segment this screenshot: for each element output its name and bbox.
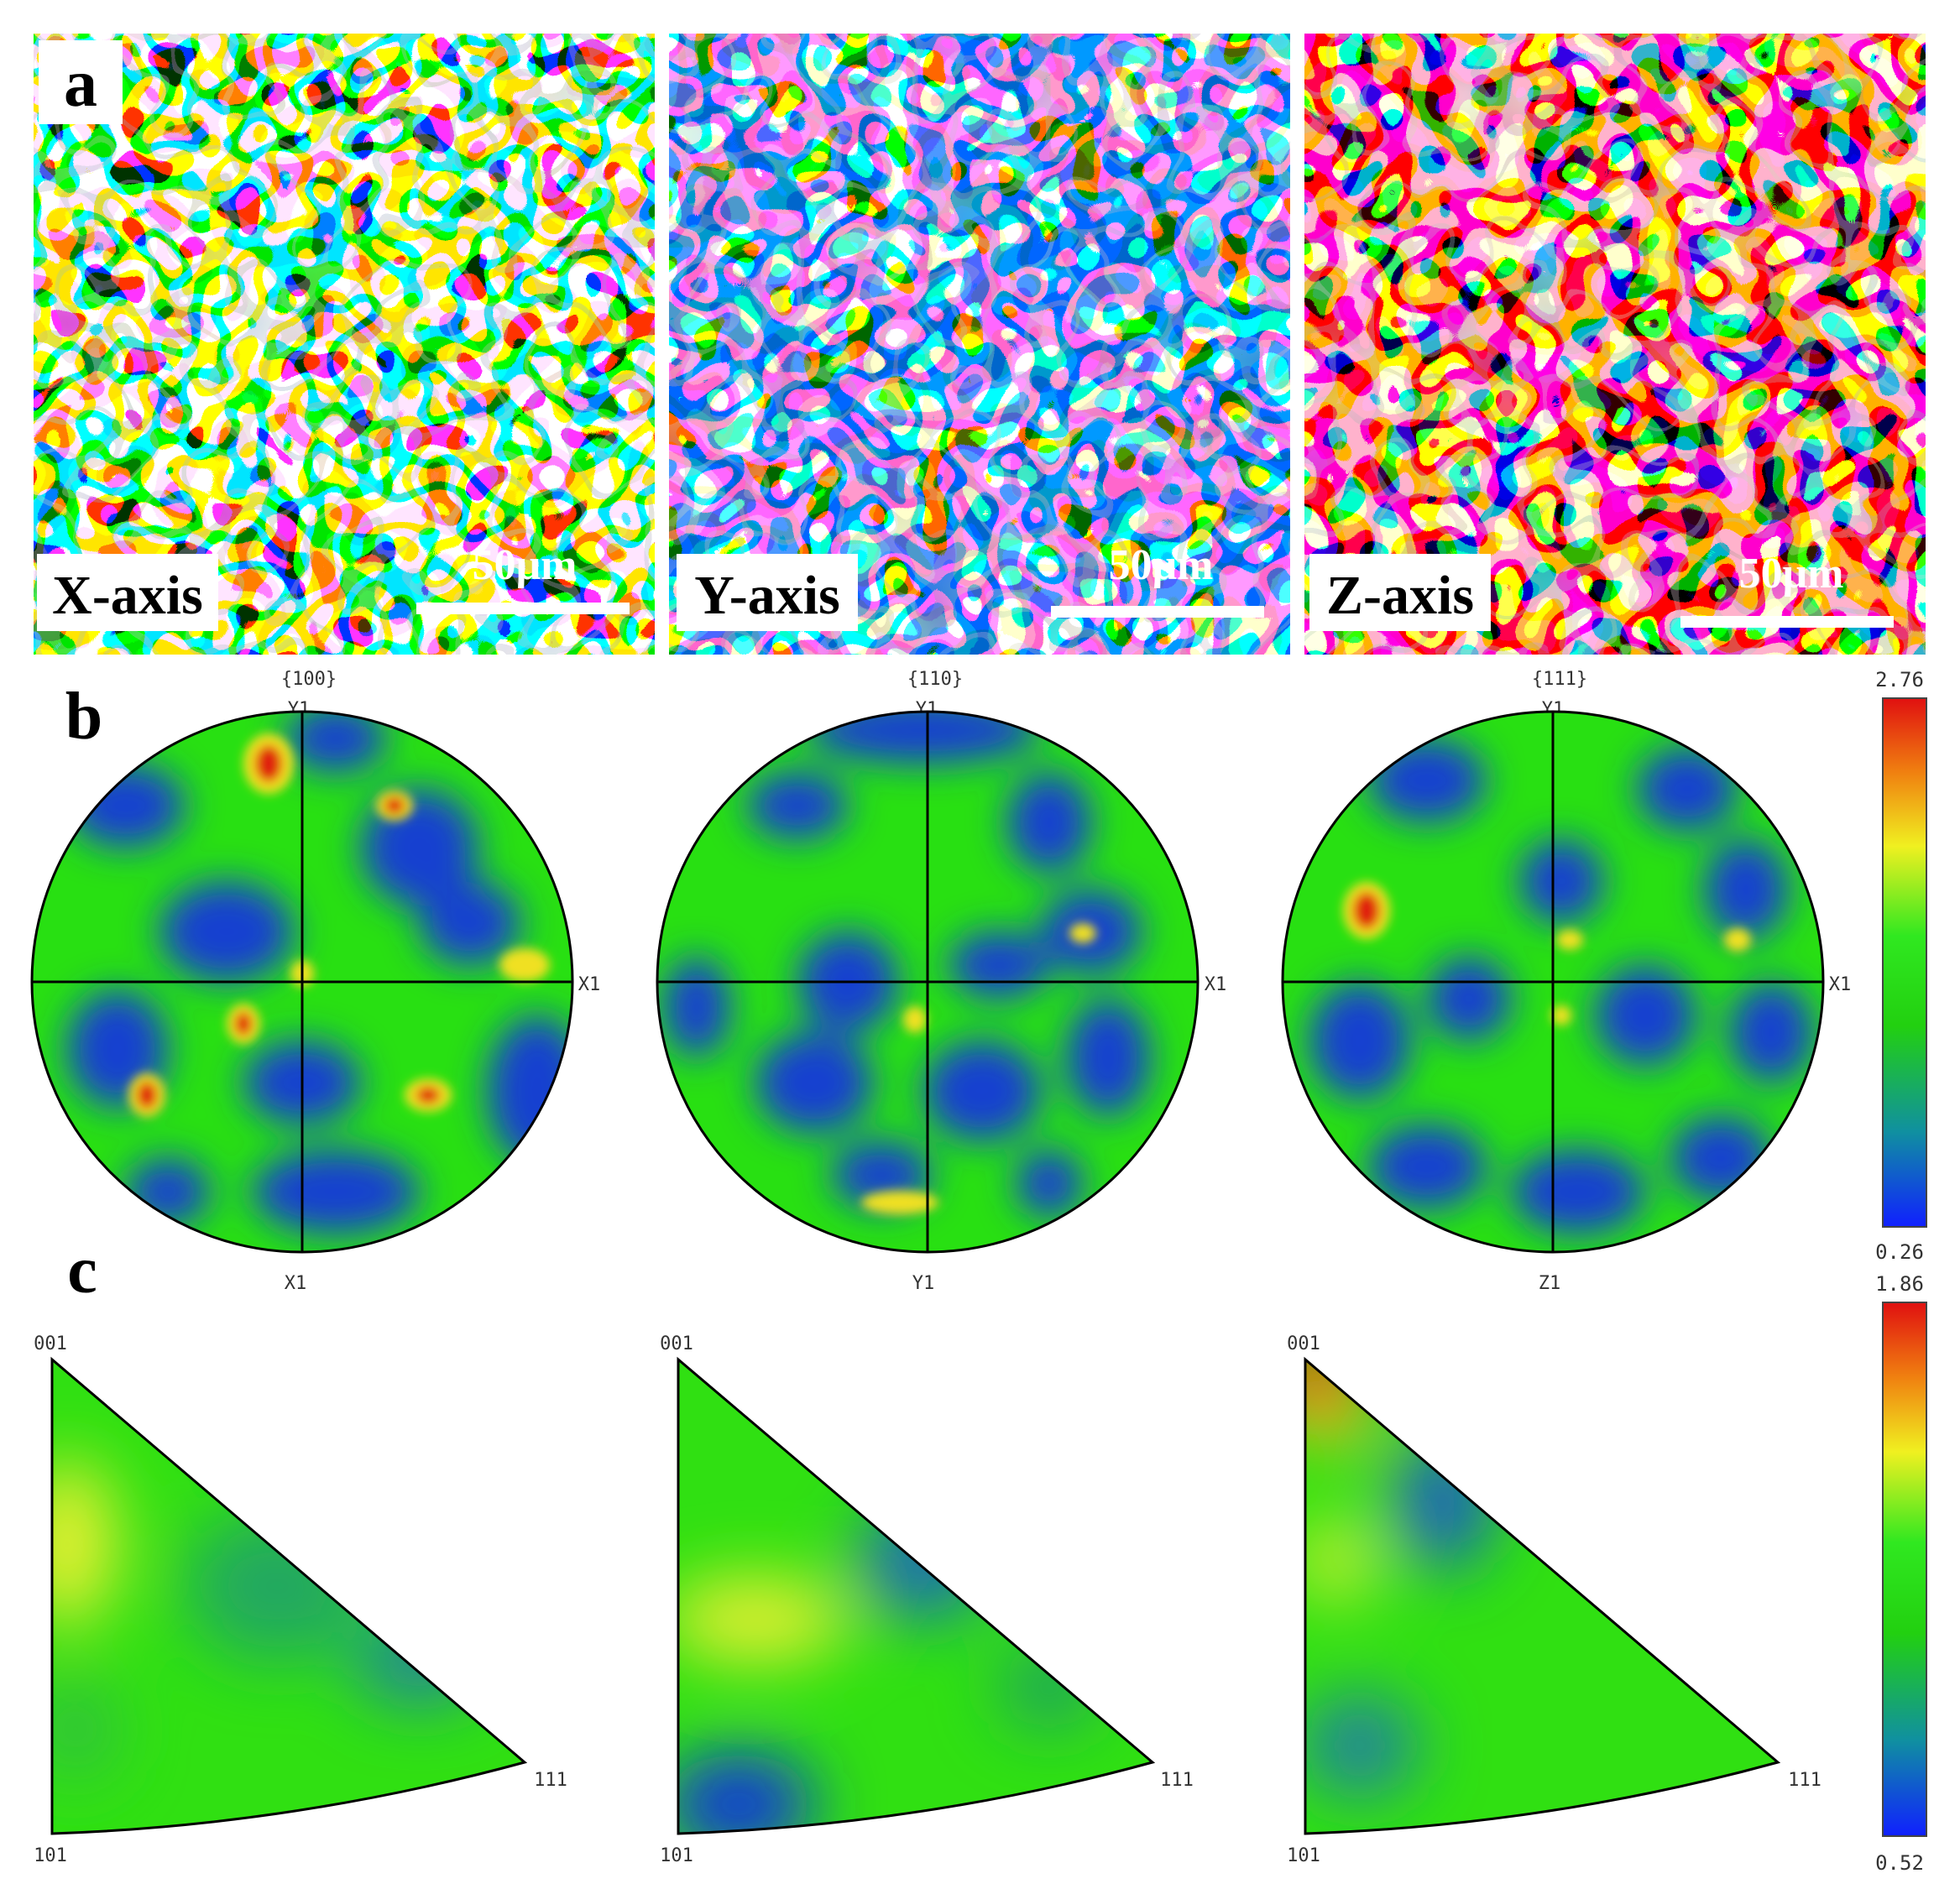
ipf-outline [50,1356,528,1835]
pole-figure-bottom-label: X1 [285,1273,307,1294]
ipf-right-corner-label: 111 [534,1770,567,1791]
axis-label-z: Z-axis [1326,565,1474,626]
ebsd-map-z: Z-axis 50μm [1304,34,1926,655]
colorbar-max-label: 2.76 [1875,668,1924,691]
ipf-triangle-x: 001 101 111 [34,1333,567,1866]
scale-bar-z [1680,616,1894,628]
scale-bar-x [416,603,630,614]
panel-letter-box-a [39,40,123,124]
panel-b: b {100} Y1 [30,668,1927,1294]
pole-figure-bottom-label: Z1 [1539,1273,1561,1294]
ipf-bottom-corner-label: 101 [34,1845,67,1866]
scale-bar-label-x: 50μm [473,541,578,589]
pole-figure-plane-label: {110} [907,669,963,690]
axis-label-box-y [677,554,858,631]
ipf-density-map [1305,1359,1778,1834]
axis-label-box-x [37,554,218,631]
ipf-bottom-corner-label: 101 [1287,1845,1320,1866]
panel-letter-b: b [65,680,103,754]
pole-figure-right-label: X1 [578,974,601,995]
ipf-density-map [52,1359,525,1834]
pole-figure-plane-label: {111} [1532,669,1587,690]
axis-label-x: X-axis [52,565,203,626]
panel-letter-c: c [67,1234,97,1307]
colorbar-min-label: 0.26 [1875,1240,1924,1264]
pole-figure-bottom-label: Y1 [912,1273,935,1294]
ipf-bottom-corner-label: 101 [660,1845,693,1866]
ebsd-map-y: Y-axis 50μm [669,34,1290,655]
scale-bar-label-z: 50μm [1739,550,1844,597]
scale-bar-label-y: 50μm [1109,541,1214,589]
panel-a: a X-axis 50μm Y-axis 50μm Z-axis 50μm [34,34,1926,655]
pole-figure-plane-label: {100} [281,669,337,690]
ebsd-map-x: a X-axis 50μm [34,34,655,655]
colorbar-c: 1.86 0.52 [1875,1272,1927,1875]
axis-label-box-z [1309,554,1491,631]
pole-figure-110: {110} Y1 [656,669,1227,1294]
colorbar-min-label: 0.52 [1875,1851,1924,1875]
scale-bar-y [1051,606,1264,618]
ipf-top-corner-label: 001 [1287,1333,1320,1354]
colorbar-b: 2.76 0.26 [1875,668,1927,1264]
ipf-triangle-z: 001 101 111 [1287,1333,1821,1866]
ipf-outline [1304,1356,1781,1835]
pole-figure-111: {111} Y1 [1281,669,1852,1294]
pole-figure-100: {100} Y1 [30,669,601,1294]
ipf-density-map [678,1359,1152,1834]
ipf-right-corner-label: 111 [1788,1770,1821,1791]
colorbar-gradient [1882,1302,1927,1837]
colorbar-gradient [1882,697,1927,1228]
colorbar-max-label: 1.86 [1875,1272,1924,1296]
ipf-right-corner-label: 111 [1160,1770,1194,1791]
grain-boundaries-z [1304,34,1926,655]
panel-c: c 001 101 111 001 [34,1234,1927,1875]
grain-boundaries-x [34,34,655,655]
axis-label-y: Y-axis [694,565,840,626]
panel-letter-a: a [64,47,97,121]
ipf-top-corner-label: 001 [34,1333,67,1354]
ipf-top-corner-label: 001 [660,1333,693,1354]
grain-boundaries-y [669,34,1290,655]
ipf-outline [677,1356,1156,1835]
pole-figure-right-label: X1 [1829,974,1852,995]
ipf-triangle-y: 001 101 111 [660,1333,1194,1866]
pole-figure-right-label: X1 [1205,974,1227,995]
